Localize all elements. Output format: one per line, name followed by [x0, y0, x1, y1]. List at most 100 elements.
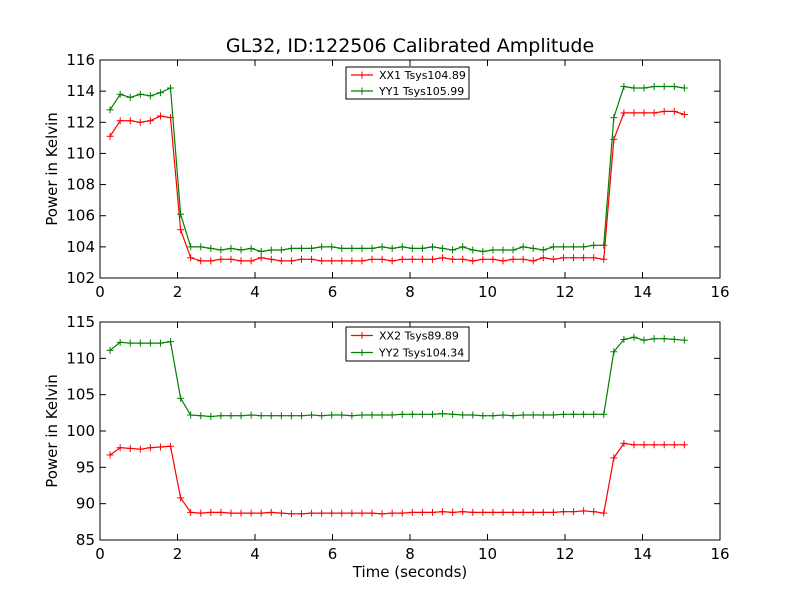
bottom-series-1-point: [519, 508, 527, 516]
top-series-1-point: [489, 255, 497, 263]
bottom-x-tick-label: 8: [405, 545, 415, 563]
bottom-series-1-point: [398, 509, 406, 517]
bottom-series-2-point: [308, 411, 316, 419]
top-x-tick-label: 10: [478, 283, 497, 301]
top-series-2-point: [680, 84, 688, 92]
top-series-1-point: [267, 255, 275, 263]
top-series-1-point: [519, 255, 527, 263]
top-x-tick-label: 0: [95, 283, 105, 301]
top-series-1-point: [590, 254, 598, 262]
top-series-2-point: [136, 90, 144, 98]
top-series-2-point: [106, 106, 114, 114]
bottom-series-2-point: [237, 412, 245, 420]
top-series-1-point: [398, 255, 406, 263]
top-series-1-point: [439, 254, 447, 262]
top-series-1-point: [600, 255, 608, 263]
top-series-2-point: [469, 246, 477, 254]
top-series-2-point: [257, 248, 265, 256]
top-series-2-point: [126, 93, 134, 101]
bottom-series-1-point: [126, 444, 134, 452]
bottom-series-1-point: [670, 441, 678, 449]
top-series-1-point: [549, 255, 557, 263]
bottom-series-2-point: [277, 412, 285, 420]
bottom-x-tick-label: 14: [633, 545, 652, 563]
bottom-series-1-point: [187, 508, 195, 516]
top-series-1-point: [308, 255, 316, 263]
bottom-series-1-point: [469, 508, 477, 516]
bottom-series-2-point: [187, 411, 195, 419]
bottom-series-1-point: [298, 510, 305, 518]
top-series-1-point: [237, 257, 245, 265]
top-series-2-point: [570, 243, 578, 251]
bottom-series-2-point: [408, 410, 416, 418]
bottom-series-2-point: [146, 339, 154, 347]
top-series-1-point: [146, 117, 154, 125]
bottom-series-1-point: [378, 510, 386, 518]
bottom-series-1-point: [328, 509, 336, 517]
top-legend-label-1: XX1 Tsys104.89: [379, 69, 466, 82]
bottom-x-tick-label: 4: [250, 545, 260, 563]
top-series-2-point: [529, 244, 537, 252]
bottom-y-tick-label: 115: [66, 313, 95, 331]
top-series-2-point: [237, 246, 245, 254]
top-series-1-point: [479, 255, 487, 263]
top-y-tick-label: 104: [66, 238, 95, 256]
bottom-series: [106, 333, 688, 518]
bottom-series-2-point: [680, 336, 688, 344]
bottom-series-1-point: [529, 508, 537, 516]
bottom-series-1-point: [549, 508, 557, 516]
bottom-series-1-point: [227, 509, 235, 517]
top-y-tick-label: 106: [66, 207, 95, 225]
top-legend-label-2: YY1 Tsys105.99: [378, 85, 464, 98]
top-series-2-point: [207, 244, 215, 252]
bottom-series-1-point: [257, 509, 265, 517]
top-series-1-point: [630, 109, 638, 117]
top-y-axis-label: Power in Kelvin: [43, 112, 61, 226]
top-series-2-point: [489, 246, 497, 254]
top-series-1-point: [580, 254, 588, 262]
top-series-2-point: [499, 246, 507, 254]
bottom-series-2-point: [247, 411, 255, 419]
bottom-series-1-point: [449, 508, 457, 516]
top-series-1-point: [660, 107, 668, 115]
bottom-series-2-point: [479, 412, 487, 420]
bottom-series-2-point: [449, 410, 457, 418]
bottom-series-2-point: [358, 411, 366, 419]
bottom-series-2-point: [559, 410, 567, 418]
top-series-1-point: [207, 257, 215, 265]
bottom-y-tick-label: 110: [66, 349, 95, 367]
bottom-series-2-point: [106, 346, 114, 354]
bottom-x-tick-label: 0: [95, 545, 105, 563]
bottom-series-2-point: [539, 411, 547, 419]
top-series-2-point: [459, 243, 467, 251]
top-series-1-point: [247, 257, 255, 265]
top-series-2-point: [298, 244, 305, 252]
bottom-series-1-point: [418, 508, 426, 516]
top-series-1-point: [257, 254, 265, 262]
top-series-1-point: [418, 255, 426, 263]
top-legend: XX1 Tsys104.89 YY1 Tsys105.99: [345, 66, 470, 100]
bottom-series-1-point: [428, 508, 436, 516]
top-series-1-point: [509, 255, 517, 263]
top-series-2-point: [449, 246, 457, 254]
bottom-series-1-point: [640, 441, 648, 449]
top-series-2-point: [539, 246, 547, 254]
bottom-x-tick-label: 12: [555, 545, 574, 563]
top-x-tick-label: 12: [555, 283, 574, 301]
top-series-1-point: [328, 257, 336, 265]
bottom-series-1-point: [217, 508, 225, 516]
bottom-series-1-point: [156, 443, 164, 451]
bottom-series-1-point: [499, 508, 507, 516]
top-series-1-point: [287, 257, 295, 265]
bottom-series-2-point: [156, 339, 164, 347]
top-series-1-point: [197, 257, 205, 265]
chart-title: GL32, ID:122506 Calibrated Amplitude: [226, 35, 594, 57]
top-series-2-point: [580, 243, 588, 251]
bottom-series-1-point: [167, 442, 175, 450]
bottom-x-tick-label: 16: [710, 545, 729, 563]
bottom-series-2-point: [519, 411, 527, 419]
top-series-2-point: [348, 244, 356, 252]
top-series-1-point: [177, 226, 185, 234]
top-series-2-point: [167, 84, 175, 92]
top-x-tick-label: 8: [405, 283, 415, 301]
